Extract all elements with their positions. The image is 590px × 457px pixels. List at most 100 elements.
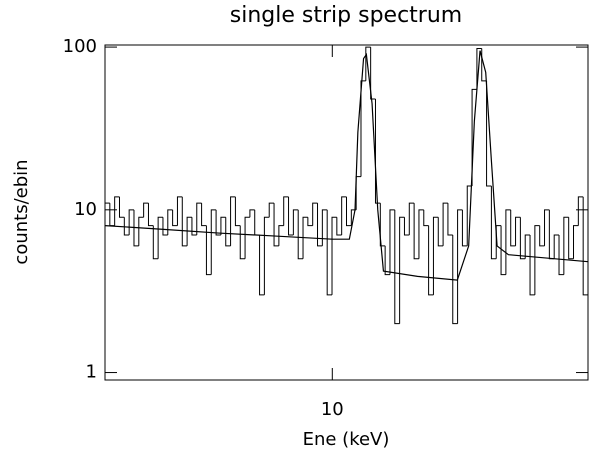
y-tick-label: 100 bbox=[63, 36, 97, 57]
histogram-step bbox=[230, 196, 236, 246]
histogram-step bbox=[147, 203, 154, 227]
histogram-step bbox=[346, 196, 352, 227]
histogram-step bbox=[249, 209, 255, 218]
y-axis-label: counts/ebin bbox=[11, 159, 32, 264]
histogram-step bbox=[461, 209, 468, 247]
histogram-step bbox=[331, 216, 337, 295]
histogram-step bbox=[568, 217, 574, 260]
histogram-step bbox=[548, 209, 555, 260]
histogram-step bbox=[389, 209, 395, 275]
histogram-step bbox=[138, 216, 144, 246]
histogram-step bbox=[413, 203, 419, 260]
histogram-step bbox=[152, 225, 159, 260]
histogram-step bbox=[133, 209, 139, 247]
histogram-step bbox=[544, 209, 550, 246]
histogram-step bbox=[307, 217, 313, 227]
histogram-step bbox=[534, 225, 540, 295]
histogram-step bbox=[167, 209, 173, 236]
histogram-step bbox=[519, 217, 526, 260]
histogram-step bbox=[370, 47, 376, 100]
histogram-step bbox=[510, 209, 516, 247]
histogram-step bbox=[321, 209, 328, 246]
histogram-step bbox=[215, 209, 221, 236]
histogram-step bbox=[515, 216, 521, 246]
histogram-step bbox=[423, 209, 429, 227]
histogram-step bbox=[283, 196, 289, 226]
histogram-step bbox=[408, 202, 415, 236]
histogram-step bbox=[476, 48, 482, 90]
histogram-step bbox=[176, 196, 183, 226]
histogram-step bbox=[553, 234, 560, 259]
histogram-step bbox=[297, 209, 304, 260]
chart-title: single strip spectrum bbox=[230, 3, 462, 28]
histogram-step bbox=[399, 216, 405, 324]
histogram-step bbox=[447, 203, 453, 236]
histogram-step bbox=[128, 209, 134, 236]
histogram-step bbox=[273, 203, 279, 247]
histogram-step bbox=[573, 225, 579, 259]
histogram-step bbox=[428, 225, 434, 296]
histogram-step bbox=[432, 216, 439, 295]
histogram-step bbox=[123, 217, 130, 236]
x-tick-label: 10 bbox=[321, 399, 344, 420]
histogram-step bbox=[336, 217, 342, 236]
histogram-step bbox=[418, 209, 424, 259]
histogram-step bbox=[471, 88, 477, 187]
histogram-step bbox=[505, 209, 511, 275]
histogram-step bbox=[529, 235, 535, 296]
histogram-step bbox=[486, 80, 492, 187]
histogram-step bbox=[172, 209, 178, 227]
histogram-step bbox=[500, 225, 506, 276]
histogram-step bbox=[452, 235, 458, 325]
histogram-step bbox=[259, 235, 265, 296]
histogram-step bbox=[118, 196, 125, 218]
histogram-step bbox=[442, 202, 448, 246]
histogram-step bbox=[379, 203, 386, 247]
histogram-step bbox=[403, 217, 410, 236]
histogram-step bbox=[582, 196, 588, 296]
histogram-step bbox=[196, 202, 202, 236]
histogram-step bbox=[225, 217, 231, 247]
x-axis-label: Ene (keV) bbox=[303, 429, 390, 450]
histogram-step bbox=[317, 203, 323, 247]
y-tick-label: 10 bbox=[74, 199, 97, 220]
histogram-step bbox=[268, 202, 275, 218]
histogram-step bbox=[341, 196, 347, 236]
histogram-step bbox=[302, 216, 308, 259]
histogram-step bbox=[210, 209, 217, 275]
plot-frame bbox=[104, 44, 589, 381]
histogram-step bbox=[114, 196, 120, 226]
histogram-step bbox=[437, 217, 444, 247]
histogram-step bbox=[360, 80, 366, 177]
histogram-step bbox=[181, 196, 188, 247]
histogram-step bbox=[558, 235, 564, 276]
histogram-step bbox=[563, 216, 569, 275]
histogram-step bbox=[157, 216, 163, 259]
histogram-step bbox=[539, 225, 545, 247]
histogram-step bbox=[254, 209, 260, 236]
histogram-step bbox=[201, 203, 207, 227]
histogram-step bbox=[524, 234, 531, 259]
histogram-step bbox=[394, 209, 400, 325]
histogram-step bbox=[234, 196, 241, 227]
histogram-step bbox=[292, 209, 299, 236]
histogram-step bbox=[466, 185, 473, 246]
histogram-step bbox=[355, 176, 361, 210]
histogram-step bbox=[186, 216, 192, 246]
histogram-step bbox=[365, 46, 371, 81]
histogram-step bbox=[244, 216, 250, 259]
histogram-step bbox=[143, 202, 149, 218]
histogram-step bbox=[278, 225, 284, 246]
histogram-step bbox=[205, 225, 212, 276]
histogram-step bbox=[288, 196, 294, 236]
histogram-step bbox=[239, 225, 246, 260]
histogram-step bbox=[577, 196, 584, 226]
histogram-step bbox=[374, 98, 381, 204]
fit-line bbox=[104, 50, 589, 281]
histogram-step bbox=[263, 216, 270, 295]
histogram-step bbox=[312, 202, 318, 226]
histogram-step bbox=[457, 209, 463, 324]
histogram-step bbox=[384, 245, 390, 276]
